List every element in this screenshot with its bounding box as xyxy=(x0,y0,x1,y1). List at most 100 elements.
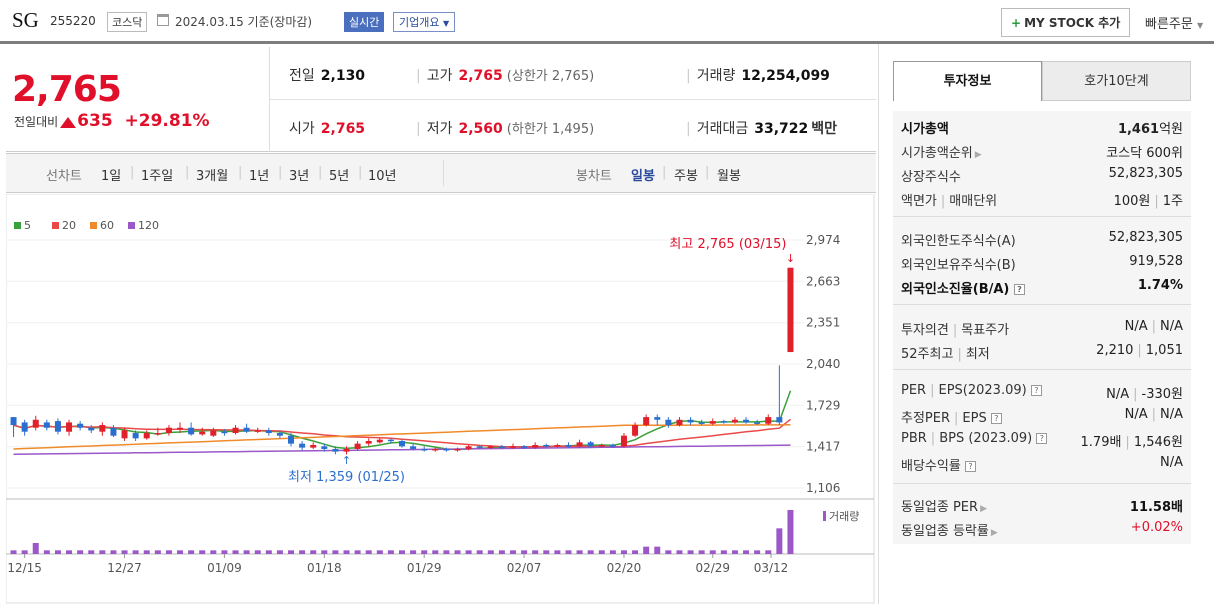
volume-bar xyxy=(498,550,505,554)
volume-bar xyxy=(99,550,106,554)
tab-10y[interactable]: 10년 xyxy=(368,169,397,184)
volume-bar xyxy=(665,550,672,554)
info-value: N/A xyxy=(1160,319,1183,334)
divider xyxy=(269,47,270,152)
candle-body xyxy=(310,444,317,448)
volume-bar xyxy=(188,550,195,554)
candle-body xyxy=(521,446,528,448)
realtime-button[interactable]: 실시간 xyxy=(344,12,385,32)
tab-3m[interactable]: 3개월 xyxy=(196,169,229,184)
volume-bar xyxy=(299,550,306,554)
info-label: 최저 xyxy=(965,347,990,362)
help-icon[interactable]: ? xyxy=(964,461,976,472)
candle-body xyxy=(632,425,639,436)
info-label: 액면가 xyxy=(901,194,937,209)
candle-body xyxy=(387,439,394,442)
tab-daily[interactable]: 일봉 xyxy=(631,169,655,184)
volume-bar xyxy=(54,550,61,554)
candle-body xyxy=(443,448,450,451)
candle-body xyxy=(720,421,727,423)
candle-body xyxy=(54,421,61,432)
tab-1y[interactable]: 1년 xyxy=(249,169,270,184)
tab-5y[interactable]: 5년 xyxy=(329,169,350,184)
info-value: 11.58배 xyxy=(1129,500,1183,515)
candle-body xyxy=(776,417,783,423)
investment-info: 시가총액 1,461억원 시가총액순위 ▶ 코스닥 600위 상장주식수 52,823,… xyxy=(893,111,1191,544)
chart-frame xyxy=(5,193,875,604)
candle-body xyxy=(232,427,239,434)
candle-body xyxy=(454,448,461,451)
candle-body xyxy=(643,417,650,426)
stat-volume: | 거래량 12,254,099 xyxy=(686,68,830,84)
quick-order-button[interactable]: 빠른주문 ▼ xyxy=(1145,13,1203,32)
row-market-cap: 시가총액 1,461억원 xyxy=(901,118,1183,138)
tab-monthly[interactable]: 월봉 xyxy=(717,169,741,184)
candle-body xyxy=(188,427,195,435)
row-sector-rate[interactable]: 동일업종 등락률 ▶ +0.02% xyxy=(901,520,1183,540)
volume-bar xyxy=(532,550,539,554)
volume-bar xyxy=(210,550,217,554)
info-label: 투자의견 xyxy=(901,323,949,338)
stat-label: 거래량 xyxy=(696,68,736,84)
candle-body xyxy=(88,427,95,431)
legend-swatch xyxy=(52,222,59,229)
tab-3y[interactable]: 3년 xyxy=(289,169,310,184)
volume-bar xyxy=(554,550,561,554)
stat-value: 2,765 xyxy=(320,121,366,137)
help-icon[interactable]: ? xyxy=(1013,284,1025,295)
info-value: -330원 xyxy=(1141,387,1183,402)
row-opinion: 투자의견 | 목표주가 N/A | N/A xyxy=(901,319,1183,338)
candle-body xyxy=(565,444,572,447)
volume-bar xyxy=(620,550,627,554)
volume-bar xyxy=(731,550,738,554)
tab-1w[interactable]: 1주일 xyxy=(141,169,174,184)
row-market-cap-rank[interactable]: 시가총액순위 ▶ 코스닥 600위 xyxy=(901,142,1183,162)
chevron-down-icon: ▼ xyxy=(1196,21,1204,30)
tab-investment-info[interactable]: 투자정보 xyxy=(893,61,1042,101)
quick-order-label: 빠른주문 xyxy=(1145,17,1193,32)
volume-bar xyxy=(77,550,84,554)
stat-label: 시가 xyxy=(289,121,315,137)
stat-label: 저가 xyxy=(426,121,453,137)
help-icon[interactable]: ? xyxy=(1036,433,1048,444)
tab-quote-10[interactable]: 호가10단계 xyxy=(1042,61,1191,101)
volume-bar xyxy=(32,543,39,554)
candle-body xyxy=(21,422,28,432)
market-badge: 코스닥 xyxy=(107,12,148,32)
row-face-value: 액면가 | 매매단위 100원 | 1주 xyxy=(901,194,1183,209)
info-value: +0.02% xyxy=(1130,520,1183,535)
volume-bar xyxy=(10,550,17,554)
info-value: N/A xyxy=(1124,407,1148,422)
candle-body xyxy=(465,446,472,449)
info-label: 외국인한도주식수(A) xyxy=(901,234,1016,249)
volume-bar xyxy=(332,550,339,554)
volume-bar xyxy=(443,550,450,554)
change-rate: +29.81% xyxy=(124,111,210,131)
info-value: 1.74% xyxy=(1137,278,1183,293)
info-label: EPS(2023.09) xyxy=(938,383,1027,398)
candle-body xyxy=(354,443,361,449)
tab-1d[interactable]: 1일 xyxy=(101,169,122,184)
volume-bar xyxy=(276,550,283,554)
company-overview-button[interactable]: 기업개요 ▼ xyxy=(393,12,456,32)
up-arrow-icon xyxy=(60,117,77,128)
help-icon[interactable]: ? xyxy=(990,413,1002,424)
candle-body xyxy=(321,446,328,449)
stock-name: SG xyxy=(12,8,39,32)
date-value: 2024.03.15 xyxy=(175,15,244,29)
divider xyxy=(443,160,444,186)
row-sector-per[interactable]: 동일업종 PER ▶ 11.58배 xyxy=(901,496,1183,516)
volume-bar xyxy=(354,550,361,554)
candle-body xyxy=(410,446,417,449)
info-label: 배당수익률 xyxy=(901,459,961,474)
candle-body xyxy=(487,446,494,448)
tab-weekly[interactable]: 주봉 xyxy=(674,169,698,184)
help-icon[interactable]: ? xyxy=(1030,385,1042,396)
row-foreign-ratio: 외국인소진율(B/A) ? 1.74% xyxy=(901,278,1183,298)
calendar-icon xyxy=(157,14,169,26)
candle-body xyxy=(343,448,350,452)
candle-body xyxy=(10,417,17,426)
my-stock-add-button[interactable]: + MY STOCK 추가 xyxy=(1001,8,1131,37)
volume-bar xyxy=(698,550,705,554)
volume-bar xyxy=(154,550,161,554)
